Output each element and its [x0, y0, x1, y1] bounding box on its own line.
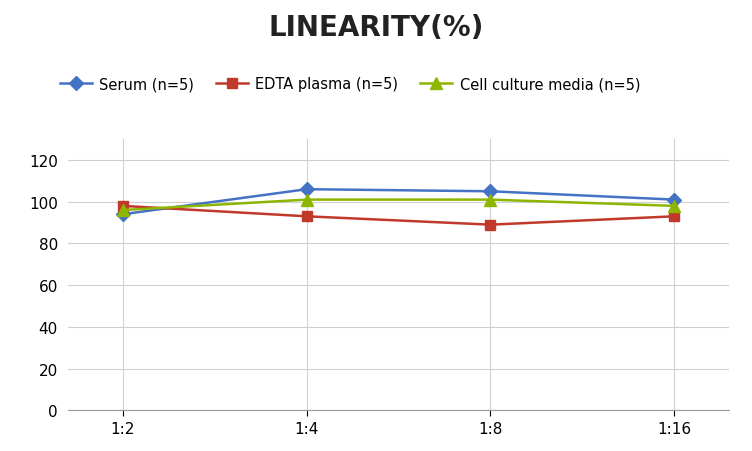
EDTA plasma (n=5) — [118, 204, 127, 209]
EDTA plasma (n=5) — [486, 222, 495, 228]
Line: EDTA plasma (n=5): EDTA plasma (n=5) — [118, 202, 679, 230]
Cell culture media (n=5) — [302, 198, 311, 203]
Text: LINEARITY(%): LINEARITY(%) — [268, 14, 484, 41]
Cell culture media (n=5) — [118, 208, 127, 213]
Serum (n=5) — [302, 187, 311, 193]
EDTA plasma (n=5) — [302, 214, 311, 220]
EDTA plasma (n=5) — [670, 214, 679, 220]
Serum (n=5) — [486, 189, 495, 194]
Legend: Serum (n=5), EDTA plasma (n=5), Cell culture media (n=5): Serum (n=5), EDTA plasma (n=5), Cell cul… — [60, 77, 640, 92]
Line: Cell culture media (n=5): Cell culture media (n=5) — [117, 195, 680, 216]
Cell culture media (n=5) — [486, 198, 495, 203]
Cell culture media (n=5) — [670, 204, 679, 209]
Serum (n=5) — [670, 198, 679, 203]
Line: Serum (n=5): Serum (n=5) — [118, 185, 679, 220]
Serum (n=5) — [118, 212, 127, 217]
